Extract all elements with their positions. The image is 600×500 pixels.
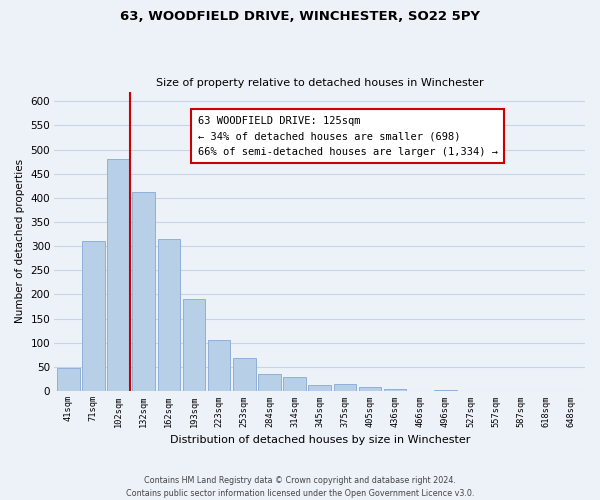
Bar xyxy=(384,389,406,391)
Bar xyxy=(359,386,382,391)
Bar xyxy=(334,384,356,391)
Bar xyxy=(133,192,155,391)
Text: 63, WOODFIELD DRIVE, WINCHESTER, SO22 5PY: 63, WOODFIELD DRIVE, WINCHESTER, SO22 5P… xyxy=(120,10,480,23)
X-axis label: Distribution of detached houses by size in Winchester: Distribution of detached houses by size … xyxy=(170,435,470,445)
Bar xyxy=(233,358,256,391)
Text: Contains HM Land Registry data © Crown copyright and database right 2024.
Contai: Contains HM Land Registry data © Crown c… xyxy=(126,476,474,498)
Bar xyxy=(208,340,230,391)
Text: 63 WOODFIELD DRIVE: 125sqm
← 34% of detached houses are smaller (698)
66% of sem: 63 WOODFIELD DRIVE: 125sqm ← 34% of deta… xyxy=(198,116,498,156)
Bar xyxy=(258,374,281,391)
Bar xyxy=(308,384,331,391)
Bar xyxy=(82,242,105,391)
Bar xyxy=(183,299,205,391)
Title: Size of property relative to detached houses in Winchester: Size of property relative to detached ho… xyxy=(156,78,484,88)
Y-axis label: Number of detached properties: Number of detached properties xyxy=(15,159,25,324)
Bar xyxy=(283,376,306,391)
Bar xyxy=(158,240,180,391)
Bar xyxy=(57,368,80,391)
Bar xyxy=(107,159,130,391)
Bar xyxy=(434,390,457,391)
